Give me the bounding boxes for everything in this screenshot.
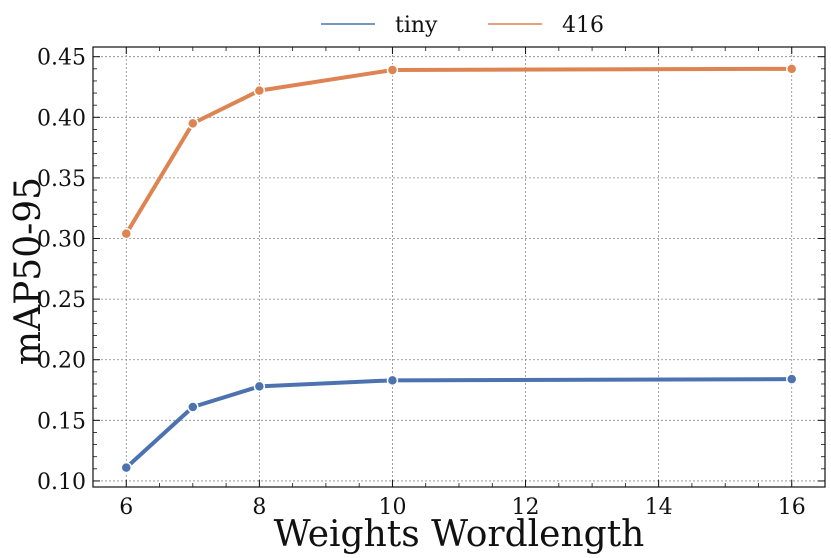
series-line [124, 377, 794, 470]
data-point [386, 64, 399, 76]
x-tick-label: 6 [119, 495, 133, 520]
legend-item: 416 [488, 13, 604, 38]
y-axis-label: mAP50-95 [8, 177, 49, 365]
data-point [785, 63, 798, 75]
data-point [187, 401, 199, 413]
y-tick-label: 0.15 [37, 409, 86, 434]
legend-item: tiny [321, 13, 438, 38]
y-tick-label: 0.45 [37, 46, 86, 71]
x-tick-label: 16 [778, 495, 806, 520]
data-point [386, 374, 399, 387]
data-point [120, 461, 133, 474]
legend: tiny 416 [321, 13, 604, 38]
y-tick-labels: 0.10 0.15 0.20 0.25 0.30 0.35 0.40 0.45 [37, 46, 86, 495]
series-layer [120, 63, 798, 474]
x-tick-label: 12 [512, 495, 540, 520]
x-tick-label: 10 [378, 495, 406, 520]
y-tick-label: 0.35 [37, 167, 86, 192]
series-416 [120, 63, 798, 240]
data-point [785, 373, 798, 385]
axis-ticks [93, 47, 825, 487]
x-tick-label: 14 [645, 495, 673, 520]
y-tick-label: 0.25 [37, 288, 86, 313]
x-tick-labels: 6 8 10 12 14 16 [119, 495, 805, 520]
y-tick-label: 0.30 [37, 228, 86, 253]
data-point [187, 117, 199, 130]
series-tiny [120, 373, 798, 474]
data-point [253, 84, 266, 97]
y-tick-label: 0.10 [37, 470, 86, 495]
x-tick-label: 8 [252, 495, 266, 520]
legend-label: tiny [395, 13, 438, 38]
y-tick-label: 0.20 [37, 349, 86, 374]
data-point [253, 380, 266, 393]
x-axis-label: Weights Wordlength [274, 514, 645, 555]
data-point [120, 227, 133, 240]
series-line [124, 66, 794, 236]
y-tick-label: 0.40 [37, 106, 86, 131]
plot-frame [92, 46, 826, 488]
grid-lines [93, 47, 825, 487]
legend-label: 416 [562, 13, 604, 38]
